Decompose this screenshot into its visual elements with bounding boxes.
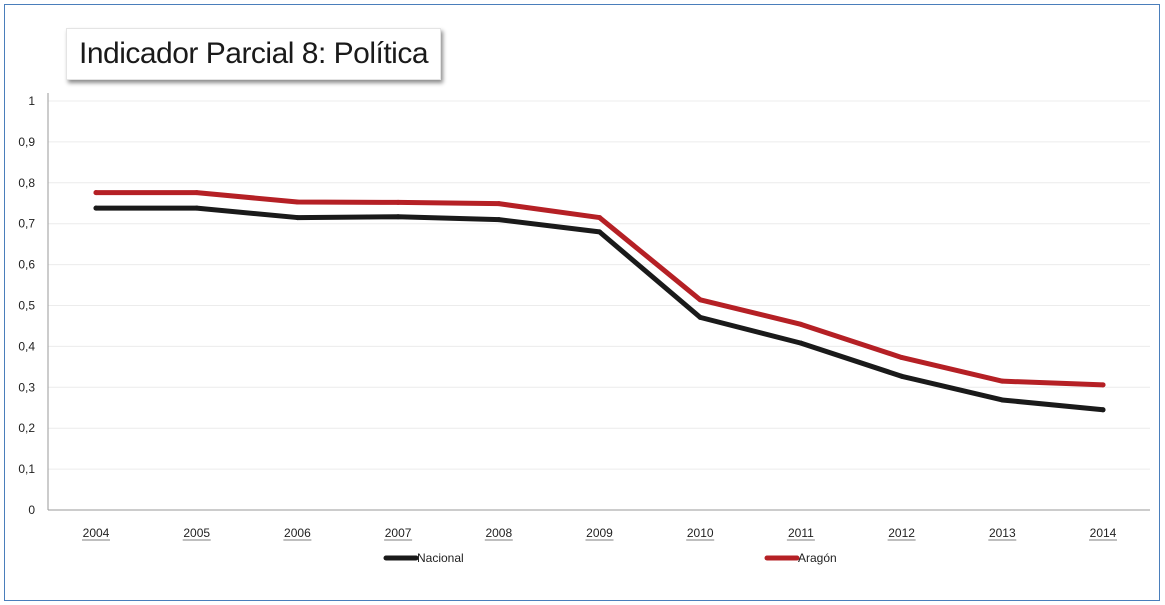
chart-frame [4, 4, 1160, 601]
data-point-nacional [798, 340, 804, 346]
y-tick-label: 1 [28, 94, 35, 108]
x-tick-label: 2012 [888, 526, 915, 540]
data-point-aragon [496, 201, 502, 207]
data-point-nacional [899, 373, 905, 379]
legend-label: Aragón [798, 551, 837, 565]
data-point-nacional [697, 314, 703, 320]
data-point-aragon [999, 378, 1005, 384]
y-tick-label: 0 [28, 503, 35, 517]
x-tick-label: 2013 [989, 526, 1016, 540]
y-tick-label: 0,3 [18, 380, 35, 394]
y-tick-label: 0,7 [18, 217, 35, 231]
data-point-aragon [194, 190, 200, 196]
chart-title: Indicador Parcial 8: Política [79, 37, 429, 70]
x-tick-label: 2005 [183, 526, 210, 540]
x-tick-label: 2011 [788, 526, 814, 540]
data-point-aragon [294, 199, 300, 205]
series-line-aragon [93, 190, 1106, 388]
data-point-nacional [294, 215, 300, 221]
data-point-nacional [597, 229, 602, 235]
y-tick-label: 0,8 [18, 176, 35, 190]
data-point-aragon [93, 190, 99, 196]
x-tick-label: 2004 [83, 526, 110, 540]
series-line-nacional [93, 205, 1106, 413]
y-tick-label: 0,6 [18, 258, 35, 272]
y-tick-label: 0,5 [18, 299, 35, 313]
data-point-aragon [798, 321, 804, 327]
x-tick-label: 2006 [284, 526, 311, 540]
x-tick-label: 2010 [687, 526, 714, 540]
y-tick-label: 0,2 [18, 421, 35, 435]
data-point-nacional [395, 214, 401, 220]
x-tick-label: 2008 [485, 526, 512, 540]
data-point-nacional [93, 205, 99, 211]
x-tick-label: 2014 [1090, 526, 1117, 540]
x-tick-label: 2009 [586, 526, 613, 540]
data-point-aragon [597, 215, 602, 221]
data-point-nacional [999, 397, 1005, 403]
data-point-aragon [697, 297, 703, 303]
legend-label: Nacional [417, 551, 464, 565]
data-point-aragon [899, 354, 905, 360]
x-tick-label: 2007 [385, 526, 412, 540]
data-point-aragon [1100, 382, 1106, 388]
data-point-nacional [496, 217, 502, 223]
y-tick-label: 0,1 [18, 462, 35, 476]
chart-title-box: Indicador Parcial 8: Política [66, 28, 442, 80]
data-point-nacional [1100, 407, 1106, 413]
y-tick-label: 0,9 [18, 135, 35, 149]
data-point-aragon [395, 199, 401, 205]
data-point-nacional [194, 205, 200, 211]
y-tick-label: 0,4 [18, 339, 35, 353]
